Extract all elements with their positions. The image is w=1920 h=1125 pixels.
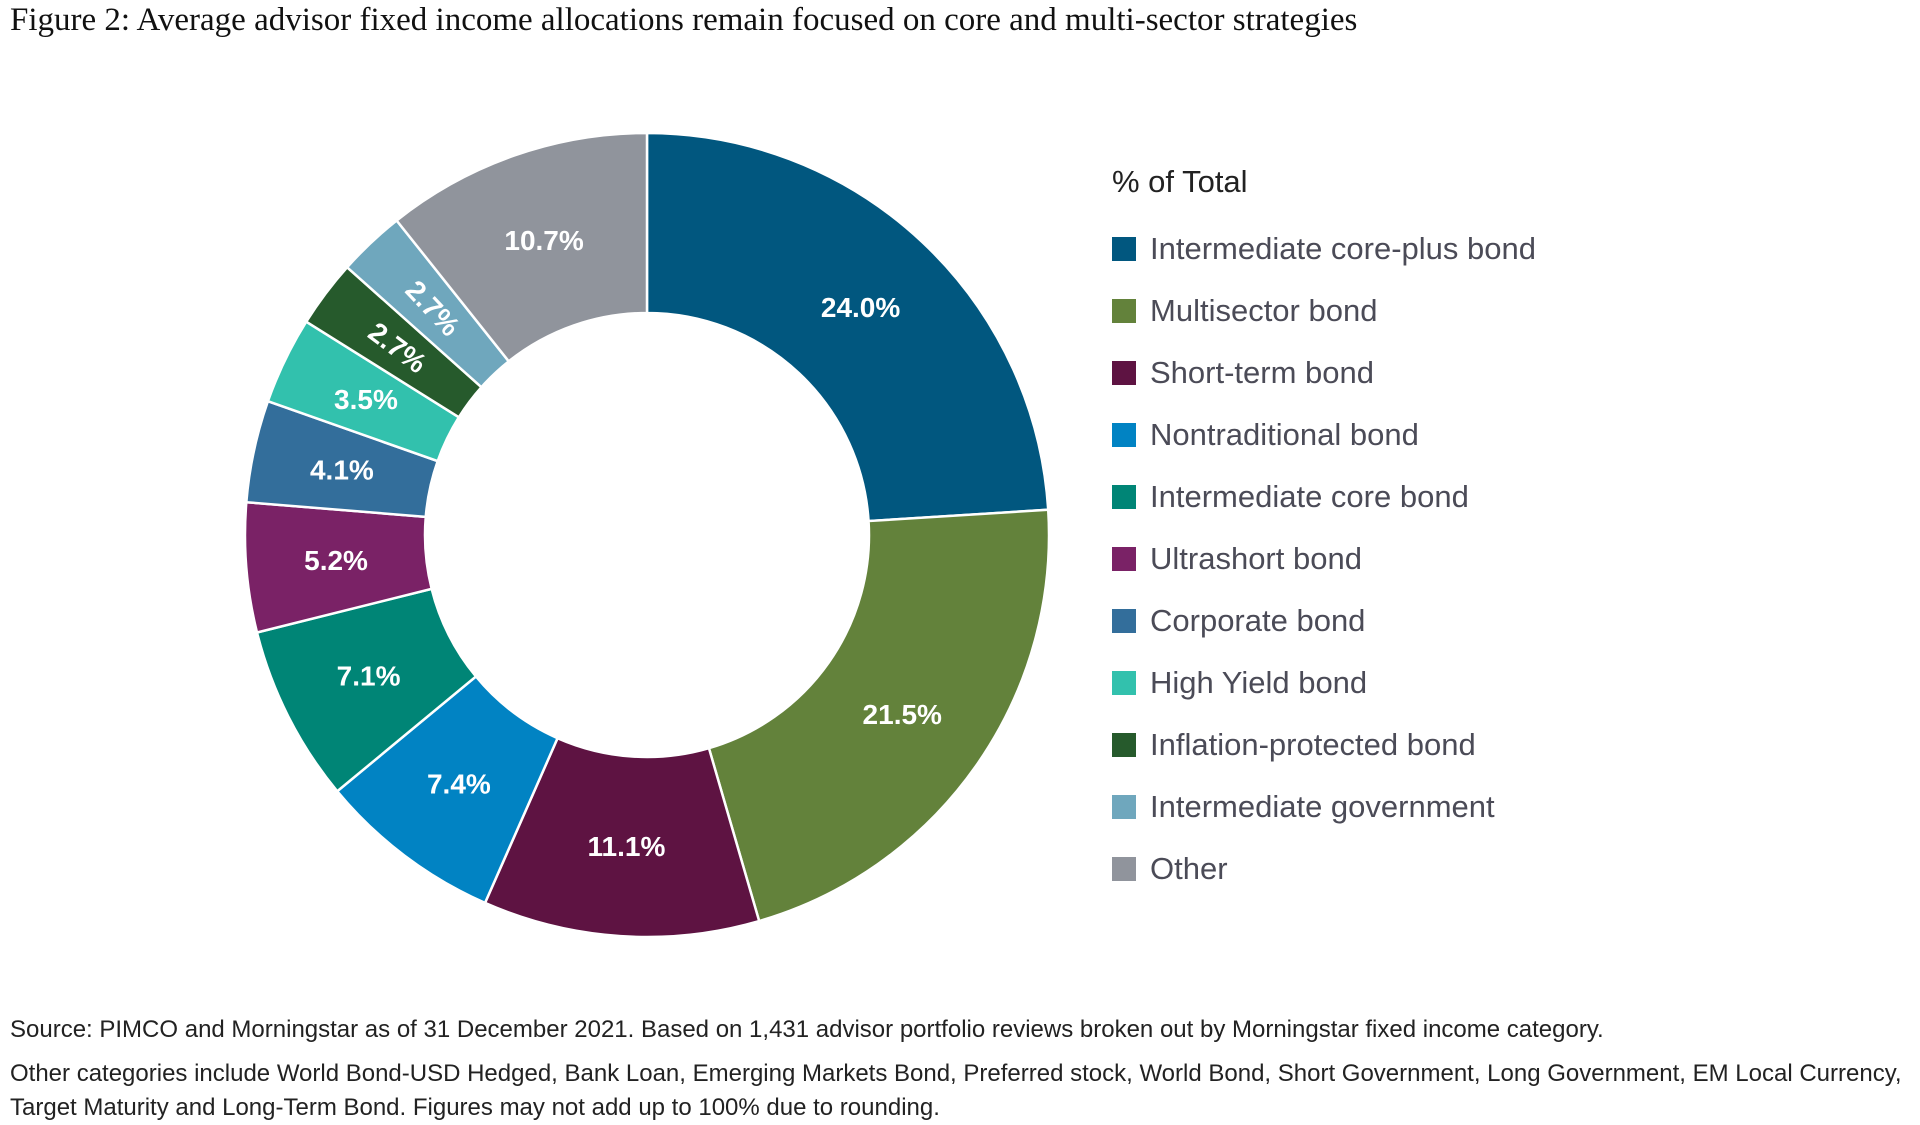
donut-chart: 24.0%21.5%11.1%7.4%7.1%5.2%4.1%3.5%2.7%2… (243, 131, 1051, 939)
legend-label: Multisector bond (1150, 293, 1378, 328)
slice-data-label: 21.5% (863, 699, 942, 730)
legend-label: High Yield bond (1150, 665, 1368, 700)
legend-swatch (1112, 485, 1136, 509)
legend-swatch (1112, 609, 1136, 633)
legend-label: Ultrashort bond (1150, 541, 1362, 576)
legend-item: Other (1112, 838, 1536, 900)
donut-slice (707, 508, 1051, 923)
other-categories-note: Other categories include World Bond-USD … (10, 1060, 1902, 1121)
legend-swatch (1112, 361, 1136, 385)
donut-slice (645, 131, 1050, 523)
legend-label: Nontraditional bond (1150, 417, 1419, 452)
legend-swatch (1112, 423, 1136, 447)
legend-item: Intermediate government (1112, 776, 1536, 838)
slice-data-label: 10.7% (504, 225, 583, 256)
legend-label: Intermediate core bond (1150, 479, 1469, 514)
legend-title: % of Total (1112, 164, 1248, 199)
slice-data-label: 24.0% (821, 292, 900, 323)
legend-swatch (1112, 671, 1136, 695)
legend-swatch (1112, 795, 1136, 819)
legend-item: Intermediate core bond (1112, 466, 1536, 528)
donut-slice (394, 131, 649, 364)
legend-label: Short-term bond (1150, 355, 1374, 390)
legend-label: Corporate bond (1150, 603, 1366, 638)
slice-data-label: 7.1% (337, 660, 401, 691)
legend-item: Intermediate core-plus bond (1112, 218, 1536, 280)
legend-label: Intermediate core-plus bond (1150, 231, 1537, 266)
slice-data-label: 4.1% (310, 454, 374, 485)
legend-swatch (1112, 547, 1136, 571)
legend-item: Ultrashort bond (1112, 528, 1536, 590)
slice-data-label: 3.5% (334, 384, 398, 415)
slice-data-label: 11.1% (588, 831, 666, 862)
legend-swatch (1112, 299, 1136, 323)
legend-swatch (1112, 237, 1136, 261)
legend-item: Nontraditional bond (1112, 404, 1536, 466)
source-note: Source: PIMCO and Morningstar as of 31 D… (10, 1016, 1604, 1043)
legend-item: High Yield bond (1112, 652, 1536, 714)
legend-label: Other (1150, 851, 1228, 886)
chart-title: Figure 2: Average advisor fixed income a… (10, 2, 1358, 38)
slice-data-label: 7.4% (427, 768, 491, 799)
slice-data-label: 5.2% (304, 545, 368, 576)
legend-swatch (1112, 857, 1136, 881)
legend-item: Multisector bond (1112, 280, 1536, 342)
legend: % of Total Intermediate core-plus bond Mu… (1112, 160, 1536, 900)
legend-item: Inflation-protected bond (1112, 714, 1536, 776)
legend-item: Corporate bond (1112, 590, 1536, 652)
legend-items: Intermediate core-plus bond Multisector b… (1112, 218, 1536, 900)
legend-item: Short-term bond (1112, 342, 1536, 404)
legend-label: Intermediate government (1150, 789, 1495, 824)
legend-label: Inflation-protected bond (1150, 727, 1476, 762)
legend-swatch (1112, 733, 1136, 757)
